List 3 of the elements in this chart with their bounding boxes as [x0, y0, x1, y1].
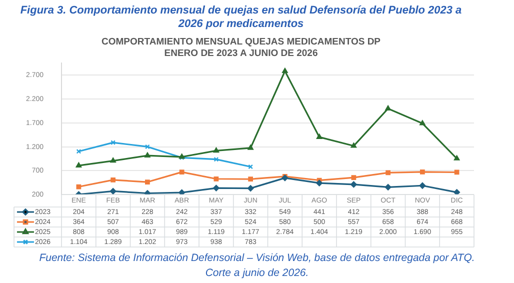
source-note: Fuente: Sistema de Información Defensorial – Visión Web, base de datos entregada por ATQ. Corte a junio de 2026. — [39, 252, 475, 279]
chart-title: Figura 3. Comportamiento mensual de quejas en salud Defensoría del Pueblo 2023 a 2026 por medicamentos — [20, 4, 462, 30]
chart-subtitle: COMPORTAMIENTO MENSUAL QUEJAS MEDICAMENTOS DP ENERO DE 2023 A JUNIO DE 2026 — [101, 36, 382, 60]
